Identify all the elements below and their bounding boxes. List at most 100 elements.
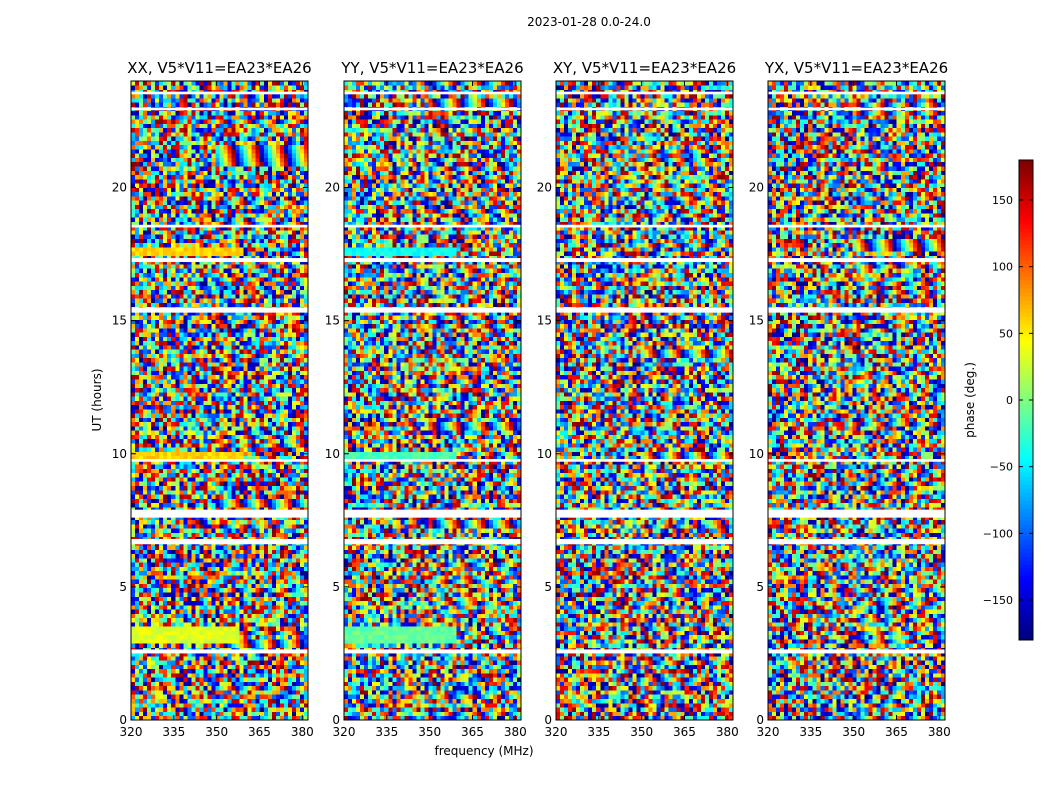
- heatmap-cell: [179, 460, 184, 465]
- heatmap-cell: [279, 707, 285, 712]
- heatmap-cell: [143, 298, 148, 303]
- heatmap-cell: [291, 519, 297, 525]
- heatmap-cell: [131, 247, 136, 252]
- heatmap-cell: [147, 421, 152, 427]
- heatmap-cell: [131, 319, 136, 325]
- heatmap-cell: [287, 604, 293, 610]
- heatmap-cell: [163, 566, 168, 572]
- heatmap-cell: [203, 515, 208, 521]
- heatmap-cell: [271, 413, 277, 418]
- heatmap-cell: [163, 604, 168, 610]
- heatmap-cell: [195, 438, 200, 444]
- heatmap-cell: [187, 443, 192, 448]
- heatmap-cell: [171, 596, 176, 602]
- heatmap-cell: [155, 366, 160, 371]
- heatmap-cell: [147, 238, 152, 244]
- heatmap-cell: [303, 651, 309, 657]
- heatmap-cell: [151, 549, 156, 555]
- heatmap-cell: [235, 417, 240, 423]
- heatmap-cell: [211, 281, 216, 286]
- heatmap-cell: [275, 711, 281, 717]
- heatmap-cell: [219, 264, 224, 269]
- heatmap-cell: [175, 353, 180, 359]
- heatmap-cell: [131, 587, 136, 593]
- heatmap-cell: [191, 396, 196, 401]
- heatmap-cell: [295, 468, 301, 474]
- heatmap-cell: [159, 613, 164, 619]
- heatmap-cell: [299, 477, 305, 482]
- heatmap-cell: [239, 715, 244, 721]
- heatmap-cell: [259, 370, 265, 376]
- heatmap-cell: [135, 694, 140, 699]
- heatmap-cell: [271, 549, 277, 555]
- heatmap-cell: [151, 268, 156, 273]
- heatmap-cell: [163, 715, 168, 721]
- heatmap-cell: [191, 447, 196, 452]
- heatmap-cell: [287, 311, 293, 316]
- heatmap-cell: [163, 251, 168, 256]
- heatmap-cell: [191, 417, 196, 423]
- heatmap-cell: [239, 374, 244, 380]
- heatmap-cell: [183, 592, 188, 597]
- heatmap-cell: [235, 613, 240, 619]
- heatmap-cell: [203, 298, 208, 303]
- heatmap-cell: [255, 443, 261, 448]
- heatmap-cell: [143, 664, 148, 670]
- heatmap-cell: [303, 570, 309, 576]
- heatmap-cell: [151, 370, 156, 376]
- heatmap-cell: [155, 609, 160, 614]
- heatmap-cell: [271, 370, 277, 376]
- heatmap-cell: [155, 255, 160, 261]
- heatmap-cell: [211, 464, 216, 469]
- heatmap-cell: [231, 481, 236, 486]
- heatmap-cell: [251, 294, 256, 299]
- heatmap-cell: [187, 404, 192, 410]
- heatmap-cell: [275, 507, 281, 512]
- heatmap-cell: [211, 630, 216, 636]
- heatmap-cell: [263, 609, 269, 614]
- heatmap-cell: [291, 349, 297, 354]
- heatmap-cell: [203, 464, 208, 469]
- heatmap-cell: [131, 668, 136, 674]
- heatmap-cell: [143, 558, 148, 563]
- heatmap-cell: [183, 472, 188, 478]
- heatmap-cell: [139, 626, 144, 631]
- heatmap-cell: [247, 472, 252, 478]
- heatmap-cell: [283, 298, 289, 303]
- heatmap-cell: [251, 481, 256, 486]
- heatmap-cell: [231, 438, 236, 444]
- heatmap-cell: [151, 357, 156, 363]
- heatmap-cell: [155, 370, 160, 376]
- heatmap-cell: [291, 558, 297, 563]
- heatmap-cell: [279, 711, 285, 717]
- heatmap-cell: [255, 626, 261, 631]
- heatmap-cell: [167, 673, 172, 678]
- heatmap-cell: [263, 464, 269, 469]
- heatmap-cell: [195, 690, 200, 695]
- heatmap-cell: [211, 451, 216, 457]
- heatmap-cell: [135, 502, 140, 508]
- heatmap-cell: [211, 268, 216, 273]
- heatmap-cell: [159, 707, 164, 712]
- heatmap-cell: [131, 374, 136, 380]
- heatmap-cell: [255, 711, 261, 717]
- heatmap-cell: [179, 251, 184, 256]
- heatmap-cell: [191, 685, 196, 691]
- heatmap-cell: [195, 707, 200, 712]
- heatmap-cell: [251, 289, 256, 295]
- heatmap-cell: [291, 362, 297, 367]
- heatmap-cell: [243, 664, 248, 670]
- heatmap-cell: [255, 468, 261, 474]
- heatmap-cell: [247, 272, 252, 278]
- heatmap-cell: [159, 489, 164, 495]
- heatmap-cell: [163, 289, 168, 295]
- heatmap-cell: [255, 715, 261, 721]
- heatmap-cell: [223, 468, 228, 474]
- heatmap-cell: [255, 272, 261, 278]
- heatmap-cell: [271, 387, 277, 393]
- heatmap-cell: [223, 447, 228, 452]
- heatmap-cell: [215, 409, 220, 414]
- heatmap-cell: [231, 443, 236, 448]
- heatmap-cell: [175, 489, 180, 495]
- heatmap-cell: [239, 404, 244, 410]
